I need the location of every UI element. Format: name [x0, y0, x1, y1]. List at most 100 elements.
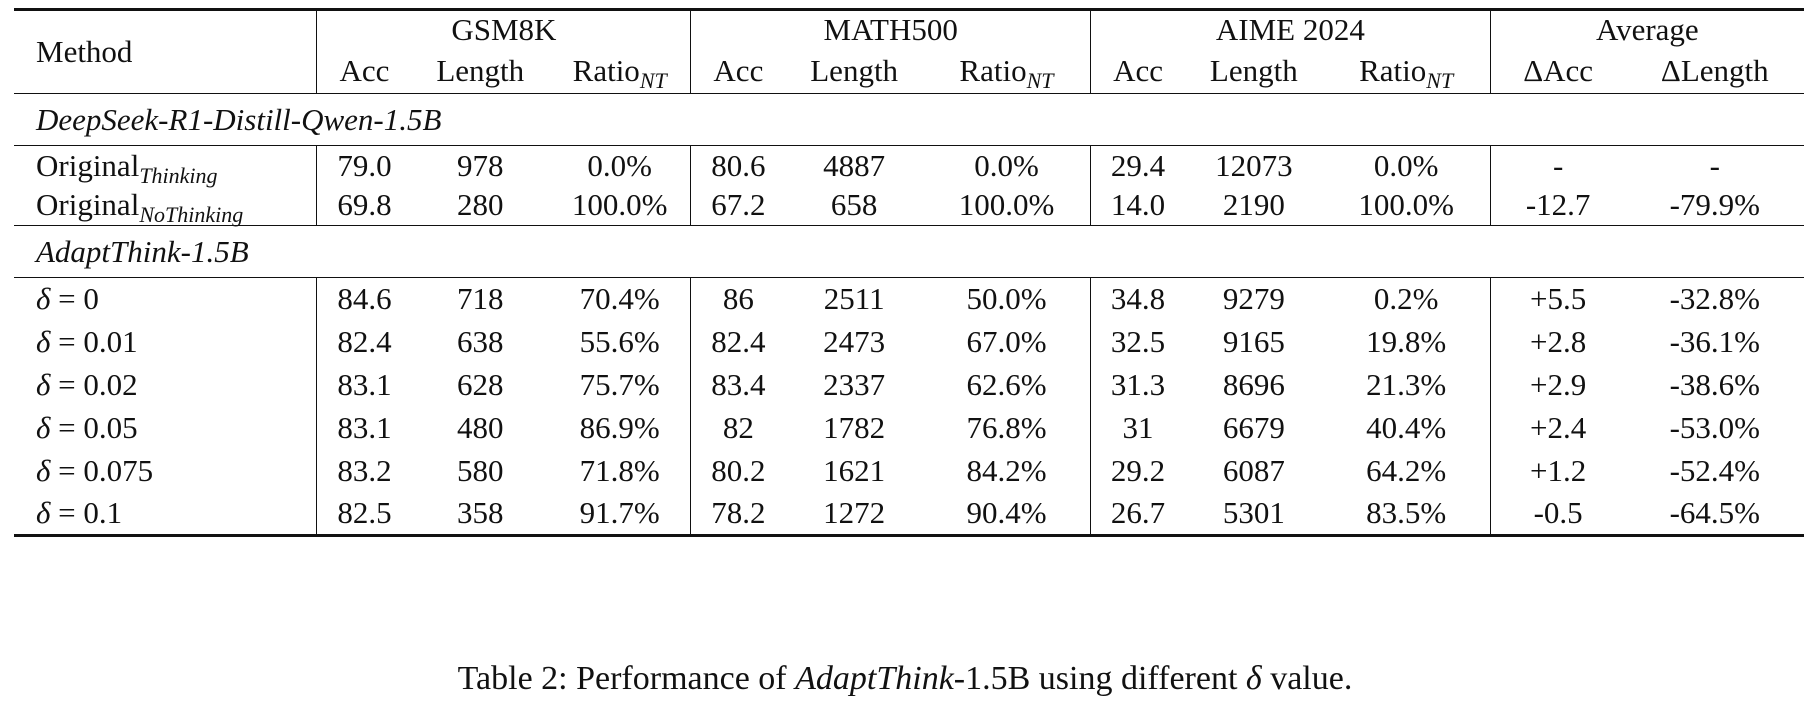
table-cell: 29.4 [1090, 145, 1186, 186]
table-cell: 34.8 [1090, 277, 1186, 321]
table-row: OriginalNoThinking 69.8 280 100.0% 67.2 658 10… [14, 185, 1804, 228]
table-cell: 80.6 [690, 145, 786, 186]
table-cell: 67.0% [966, 324, 1047, 359]
table-cell: -53.0% [1669, 410, 1760, 445]
table-cell: 82.4 [316, 320, 412, 364]
table-cell: 628 [457, 367, 504, 402]
group-header-gsm8k: GSM8K [316, 9, 691, 50]
table-cell: 100.0% [958, 187, 1055, 223]
table-row: δ = 0.02 83.1 628 75.7% 83.4 2337 62.6% 31.3 869… [14, 363, 1804, 407]
table-cell: 0.2% [1373, 281, 1439, 317]
table-cell: 12073 [1215, 147, 1293, 183]
table-row: OriginalThinking 79.0 978 0.0% 80.6 4887 0.0% 2… [14, 145, 1804, 186]
col-header-acc: Acc [1090, 49, 1186, 94]
table-cell: 4887 [823, 147, 886, 183]
table-cell: 64.2% [1366, 453, 1447, 488]
table-cell: 358 [457, 495, 504, 531]
col-header-length: Length [436, 53, 525, 89]
table-row: δ = 0.1 82.5 358 91.7% 78.2 1272 90.4% 26.7 5301… [14, 492, 1804, 536]
table-cell: 0.0% [1373, 147, 1439, 183]
table-cell: 14.0 [1090, 185, 1186, 226]
table-cell: 100.0% [571, 187, 668, 223]
table-cell: 84.2% [966, 453, 1047, 488]
table-cell: 2190 [1222, 187, 1285, 223]
col-header-ratio: RatioNT [572, 53, 667, 94]
table-cell: 2473 [823, 324, 886, 359]
table-cell: 84.6 [316, 277, 412, 321]
col-header-delta-length: ΔLength [1660, 53, 1769, 89]
table-cell: 83.1 [316, 406, 412, 450]
table-cell: 280 [457, 187, 504, 223]
table-cell: 26.7 [1090, 492, 1186, 536]
row-method: δ = 0.05 [36, 410, 138, 445]
table-row: δ = 0.05 83.1 480 86.9% 82 1782 76.8% 31 6679 40.… [14, 406, 1804, 450]
table-cell: 90.4% [966, 495, 1047, 531]
table-cell: 50.0% [966, 281, 1047, 317]
table-cell: 8696 [1222, 367, 1285, 402]
table-cell: 31 [1090, 406, 1186, 450]
table-cell: 83.5% [1366, 495, 1447, 531]
table-cell: 1272 [823, 495, 886, 531]
table-cell: 21.3% [1366, 367, 1447, 402]
row-method: δ = 0.1 [36, 495, 123, 531]
table-cell: 100.0% [1358, 187, 1454, 223]
group-header-math500: MATH500 [690, 9, 1091, 50]
section-title: DeepSeek-R1-Distill-Qwen-1.5B [36, 101, 442, 137]
table-cell: 62.6% [966, 367, 1047, 402]
table-cell: 86.9% [579, 410, 660, 445]
table-cell: 480 [457, 410, 504, 445]
group-header-average: Average [1489, 9, 1804, 50]
table-cell: 82.5 [316, 492, 412, 536]
group-header-aime2024: AIME 2024 [1090, 9, 1491, 50]
table-cell: 978 [457, 147, 504, 183]
row-method: δ = 0.02 [36, 367, 138, 402]
section-title: AdaptThink-1.5B [36, 233, 249, 269]
table-caption: Table 2: Performance of AdaptThink-1.5B … [457, 660, 1353, 697]
table-cell: -38.6% [1669, 367, 1760, 402]
table-cell: 91.7% [579, 495, 660, 531]
header-row-metrics: Acc Length RatioNT Acc Length RatioNT Ac… [14, 49, 1804, 94]
table-cell: 29.2 [1090, 449, 1186, 493]
table-row: δ = 0 84.6 718 70.4% 86 2511 50.0% 34.8 9279 0.2%… [14, 277, 1804, 321]
table-cell: 1621 [823, 453, 886, 488]
col-header-length: Length [1209, 53, 1298, 89]
table-cell: +5.5 [1489, 277, 1626, 321]
row-method: δ = 0.01 [36, 324, 138, 359]
table-cell: 70.4% [579, 281, 660, 317]
table-row: δ = 0.01 82.4 638 55.6% 82.4 2473 67.0% 32.5 916… [14, 320, 1804, 364]
row-method: δ = 0 [36, 281, 99, 317]
table-cell: -0.5 [1489, 492, 1626, 536]
table-cell: 40.4% [1366, 410, 1447, 445]
table-cell: 2511 [823, 281, 885, 317]
table-cell: +2.9 [1489, 363, 1626, 407]
table-cell: -52.4% [1669, 453, 1760, 488]
row-method: OriginalNoThinking [36, 187, 244, 228]
col-header-delta-acc: ΔAcc [1489, 49, 1626, 94]
table-cell: 0.0% [587, 147, 652, 183]
table-cell: -12.7 [1489, 185, 1626, 226]
method-header: Method [36, 34, 133, 69]
table-cell: -79.9% [1669, 187, 1760, 223]
table-cell: -64.5% [1669, 495, 1760, 531]
table-cell: 69.8 [316, 185, 412, 226]
table-cell: 82.4 [690, 320, 786, 364]
table-cell: 75.7% [579, 367, 660, 402]
table-cell: +1.2 [1489, 449, 1626, 493]
table-cell: 0.0% [974, 147, 1039, 183]
table-cell: -36.1% [1669, 324, 1760, 359]
table-cell: - [1709, 147, 1720, 183]
table-cell: 86 [690, 277, 786, 321]
table-cell: 6087 [1222, 453, 1285, 488]
table-cell: 76.8% [966, 410, 1047, 445]
table-cell: 83.4 [690, 363, 786, 407]
row-method: δ = 0.075 [36, 453, 154, 488]
table-cell: +2.4 [1489, 406, 1626, 450]
col-header-acc: Acc [690, 49, 786, 94]
col-header-ratio: RatioNT [1359, 53, 1454, 94]
table-cell: 82 [690, 406, 786, 450]
table-cell: 2337 [823, 367, 886, 402]
header-row-groups: Method GSM8K MATH500 AIME 2024 Average [14, 9, 1804, 69]
table-cell: 31.3 [1090, 363, 1186, 407]
table-cell: 79.0 [316, 145, 412, 186]
